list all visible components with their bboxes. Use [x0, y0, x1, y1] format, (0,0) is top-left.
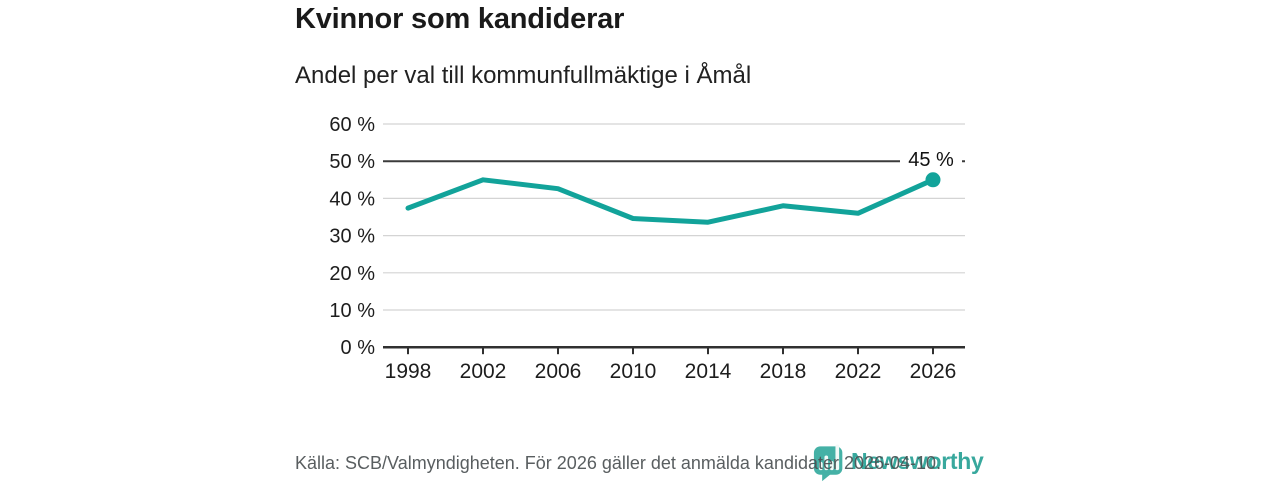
x-axis-tick-label: 2018 [760, 360, 807, 383]
x-axis-tick-label: 2014 [685, 360, 732, 383]
x-axis-tick-label: 1998 [385, 360, 432, 383]
x-axis-tick-label: 2026 [910, 360, 957, 383]
source-note: Källa: SCB/Valmyndigheten. För 2026 gäll… [295, 453, 942, 473]
y-axis-tick-label: 60 % [329, 114, 375, 136]
y-axis-tick-label: 20 % [329, 263, 375, 285]
x-axis-tick-label: 2006 [535, 360, 582, 383]
last-value-label: 45 % [908, 149, 954, 171]
x-axis-tick-label: 2010 [610, 360, 657, 383]
y-axis-tick-label: 50 % [329, 151, 375, 173]
y-axis-tick-label: 30 % [329, 226, 375, 248]
x-axis-tick-label: 2002 [460, 360, 507, 383]
y-axis-tick-label: 0 % [341, 337, 376, 359]
y-axis-tick-label: 10 % [329, 300, 375, 322]
chart-title: Kvinnor som kandiderar [295, 3, 625, 35]
newsworthy-logo[interactable]: Newsworthy [813, 439, 984, 483]
last-point-marker [925, 172, 941, 188]
y-axis-tick-label: 40 % [329, 188, 375, 210]
chart-subtitle: Andel per val till kommunfullmäktige i Å… [295, 62, 752, 89]
chart-svg: 0 % 10 % 20 % 30 % 40 % 50 % 60 % 1998 2002 2006 2… [329, 114, 965, 383]
x-axis-tick-label: 2022 [835, 360, 882, 383]
last-value-label-bg [900, 149, 962, 170]
line-chart: 0 % 10 % 20 % 30 % 40 % 50 % 60 % 1998 2002 2006 2… [280, 100, 1000, 400]
newsworthy-bar-chart-bubble-icon [813, 444, 843, 482]
series-line [405, 177, 936, 225]
newsworthy-wordmark: Newsworthy [851, 447, 984, 474]
